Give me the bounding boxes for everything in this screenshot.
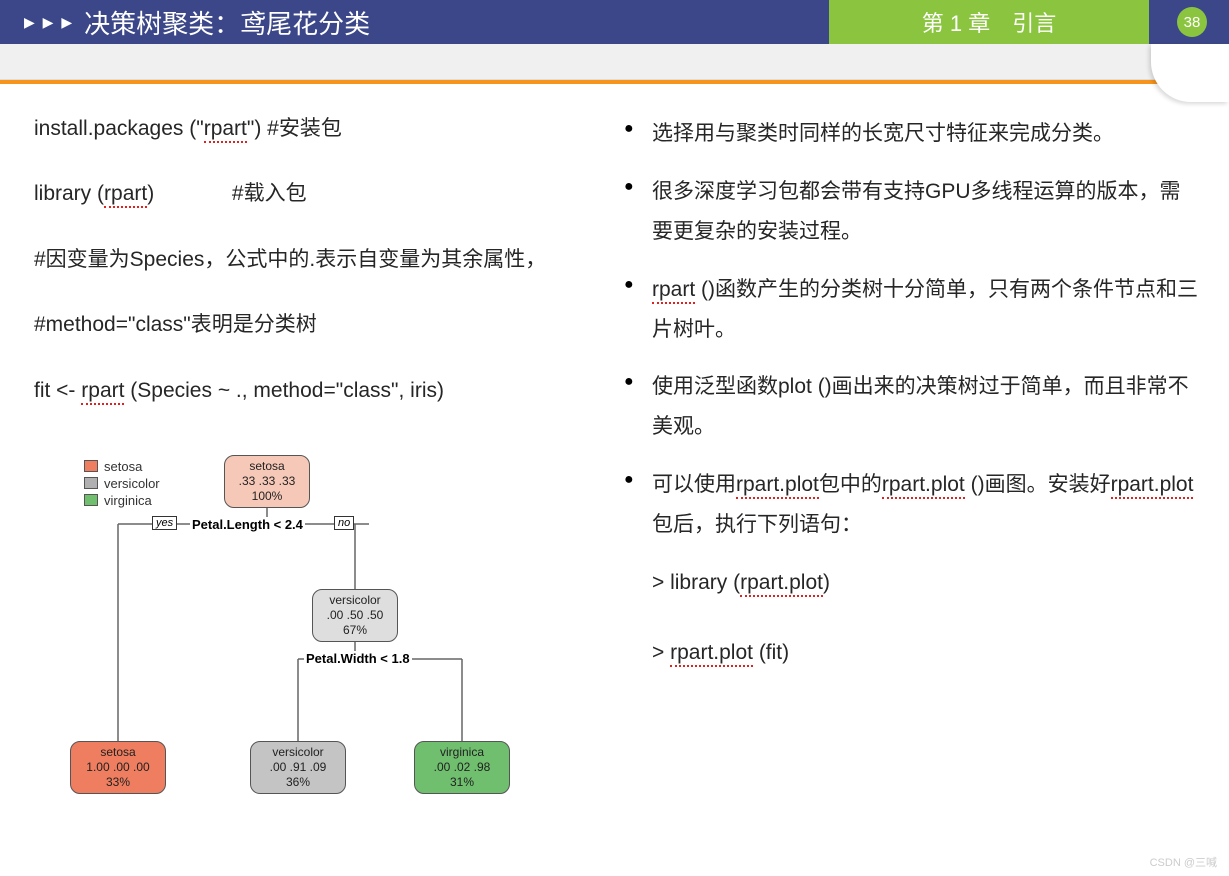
- bullet-5: 可以使用rpart.plot包中的rpart.plot ()画图。安装好rpar…: [624, 465, 1199, 545]
- watermark: CSDN @三喊: [1150, 854, 1217, 870]
- bullet-3: rpart ()函数产生的分类树十分简单，只有两个条件节点和三片树叶。: [624, 270, 1199, 350]
- bullet-4: 使用泛型函数plot ()画出来的决策树过于简单，而且非常不美观。: [624, 367, 1199, 447]
- branch-no: no: [334, 516, 354, 530]
- tree-leaf-virginica: virginica.00 .02 .9831%: [414, 741, 510, 794]
- code-library-plot: > library (rpart.plot): [624, 563, 1199, 603]
- header-arrows: ▶ ▶ ▶: [0, 14, 74, 31]
- tree-internal-node: versicolor.00 .50 .5067%: [312, 589, 398, 642]
- legend-swatch-virginica: [84, 494, 98, 506]
- legend-swatch-setosa: [84, 460, 98, 472]
- code-rpart-plot: > rpart.plot (fit): [624, 633, 1199, 673]
- sub-bar: [0, 44, 1229, 80]
- bullet-list: 选择用与聚类时同样的长宽尺寸特征来完成分类。 很多深度学习包都会带有支持GPU多…: [624, 114, 1199, 545]
- right-column: 选择用与聚类时同样的长宽尺寸特征来完成分类。 很多深度学习包都会带有支持GPU多…: [624, 114, 1209, 811]
- legend-swatch-versicolor: [84, 477, 98, 489]
- chapter-label: 第 1 章 引言: [829, 0, 1149, 44]
- tree-legend: setosa versicolor virginica: [84, 459, 160, 510]
- content-area: install.packages ("rpart") #安装包 library …: [0, 84, 1229, 811]
- decision-tree-diagram: setosa versicolor virginica setosa.33 .3…: [34, 441, 524, 811]
- code-library: library (rpart) #载入包: [34, 179, 604, 208]
- left-column: install.packages ("rpart") #安装包 library …: [34, 114, 604, 811]
- branch-yes: yes: [152, 516, 177, 530]
- slide-header: ▶ ▶ ▶ 决策树聚类：鸢尾花分类 第 1 章 引言 38: [0, 0, 1229, 44]
- split-petal-length: Petal.Length < 2.4: [190, 517, 305, 532]
- slide-title: 决策树聚类：鸢尾花分类: [74, 4, 370, 41]
- tree-leaf-versicolor: versicolor.00 .91 .0936%: [250, 741, 346, 794]
- underline-rpart: rpart: [204, 117, 247, 143]
- code-comment-2: #method="class"表明是分类树: [34, 310, 604, 339]
- tree-leaf-setosa: setosa1.00 .00 .0033%: [70, 741, 166, 794]
- page-number: 38: [1177, 7, 1207, 37]
- tree-root-node: setosa.33 .33 .33100%: [224, 455, 310, 508]
- bullet-2: 很多深度学习包都会带有支持GPU多线程运算的版本，需要更复杂的安装过程。: [624, 172, 1199, 252]
- code-install: install.packages ("rpart") #安装包: [34, 114, 604, 143]
- split-petal-width: Petal.Width < 1.8: [304, 651, 412, 666]
- bullet-1: 选择用与聚类时同样的长宽尺寸特征来完成分类。: [624, 114, 1199, 154]
- code-comment-1: #因变量为Species，公式中的.表示自变量为其余属性，: [34, 245, 604, 274]
- code-fit: fit <- rpart (Species ~ ., method="class…: [34, 376, 604, 405]
